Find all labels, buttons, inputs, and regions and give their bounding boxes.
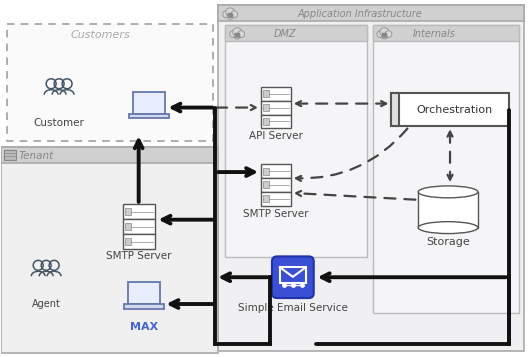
Text: DMZ: DMZ [273,29,296,39]
Text: SMTP Server: SMTP Server [243,209,308,219]
Text: Customer: Customer [33,119,84,129]
Bar [129,114,169,119]
Text: SMTP Server: SMTP Server [106,251,171,261]
Circle shape [385,31,392,37]
Bar [7,24,213,141]
Bar [123,304,164,309]
Bar [263,167,269,175]
Bar [2,147,218,353]
Bar [128,282,160,304]
Bar [125,238,131,245]
Bar [280,267,306,283]
Circle shape [223,11,229,18]
Bar [125,208,131,216]
Bar [374,25,519,313]
Bar [261,178,291,192]
Ellipse shape [418,222,478,233]
Bar [123,204,155,219]
Circle shape [227,13,233,19]
Bar [263,181,269,188]
Bar [382,33,386,37]
Text: Application Infrastructure: Application Infrastructure [297,9,422,19]
Bar [261,101,291,115]
Bar [123,234,155,249]
Circle shape [380,28,389,37]
Circle shape [226,8,235,17]
Bar [263,90,269,97]
Text: Tenant: Tenant [19,151,54,161]
Bar [225,25,367,257]
Text: Agent: Agent [32,299,60,309]
Ellipse shape [418,186,478,198]
Bar [132,92,164,114]
Text: API Server: API Server [249,131,303,141]
Bar [418,192,478,228]
Circle shape [237,31,245,37]
Bar [2,147,218,163]
FancyBboxPatch shape [272,256,314,298]
Text: MAX: MAX [129,322,158,332]
Circle shape [231,11,237,18]
Text: Simple Email Service: Simple Email Service [238,303,348,313]
Bar [123,219,155,234]
Bar [261,87,291,101]
Bar [391,93,509,126]
Bar [261,164,291,178]
Bar [4,150,16,160]
Bar [228,13,232,17]
Text: Customers: Customers [71,30,131,40]
Bar [374,25,519,41]
Bar [218,5,524,21]
Circle shape [229,31,237,37]
Bar [125,223,131,230]
Circle shape [234,33,240,39]
Bar [225,25,367,41]
Bar [263,118,269,125]
Text: Internals: Internals [413,29,456,39]
Text: Orchestration: Orchestration [416,105,492,115]
Bar [263,104,269,111]
Circle shape [233,28,242,37]
Text: Storage: Storage [426,237,470,247]
Bar [261,115,291,129]
Circle shape [382,33,387,39]
Bar [263,195,269,202]
Circle shape [377,31,384,37]
Bar [218,5,524,351]
Bar [261,192,291,206]
Bar [391,93,399,126]
Bar [235,33,239,37]
